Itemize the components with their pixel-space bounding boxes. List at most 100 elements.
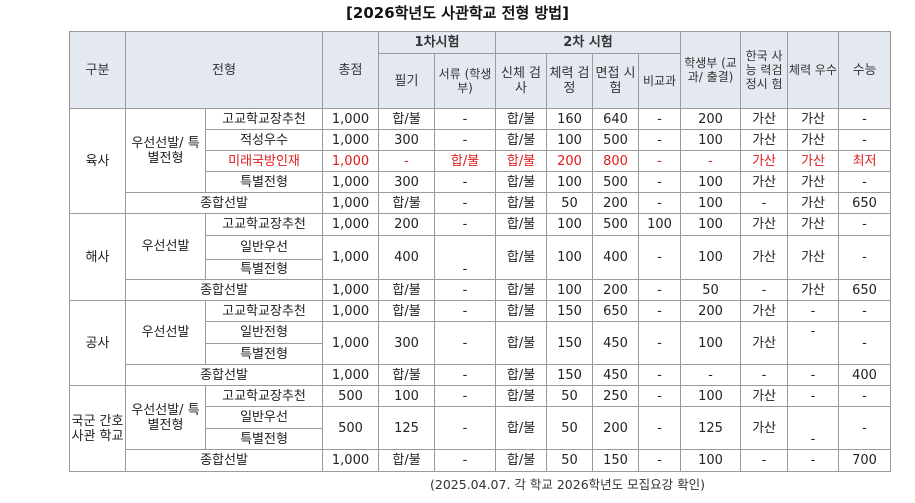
cell-seoryu: - bbox=[434, 213, 497, 236]
cell-pilgi: 합/불 bbox=[378, 108, 436, 130]
table-row: 적성우수 1,000 300 - 합/불 100 500 - 100 가산 가산… bbox=[70, 129, 892, 151]
header-pilgi: 필기 bbox=[378, 53, 436, 109]
cell-hanguk: 가산 bbox=[740, 235, 789, 280]
cell-sinche: 합/불 bbox=[495, 150, 548, 172]
cell-total: 1,000 bbox=[322, 279, 380, 301]
track-name: 일반우선 bbox=[204, 235, 324, 260]
cell-total: 1,000 bbox=[322, 449, 380, 472]
cell-sinche: 합/불 bbox=[495, 406, 548, 450]
cell-hanguk: 가산 bbox=[740, 213, 789, 236]
cell-suneung: - bbox=[838, 129, 892, 151]
header-cheryeok: 체력 검정 bbox=[546, 53, 594, 109]
cell-sinche: 합/불 bbox=[495, 108, 548, 130]
cell-suneung: - bbox=[838, 235, 892, 280]
cell-pilgi: 100 bbox=[378, 385, 436, 407]
cell-pilgi: 400 bbox=[378, 235, 436, 280]
cell-usu: 가산 bbox=[787, 235, 840, 280]
group-ganho: 국군 간호 사관 학교 bbox=[69, 385, 126, 472]
page-title: [2026학년도 사관학교 전형 방법] bbox=[346, 4, 569, 22]
cell-hak: 200 bbox=[680, 108, 742, 130]
cell-hak: 50 bbox=[680, 279, 742, 301]
cell-cheryeok: 150 bbox=[546, 300, 594, 322]
track-name: 고교학교장추천 bbox=[204, 300, 324, 322]
cell-hanguk: - bbox=[740, 279, 789, 301]
cell-total: 500 bbox=[322, 406, 380, 450]
cell-hak: 100 bbox=[680, 129, 742, 151]
cell-bigyo: - bbox=[638, 108, 682, 130]
cell-suneung: - bbox=[838, 406, 892, 450]
cell-usu: - bbox=[787, 364, 840, 386]
cell-hak: 100 bbox=[680, 385, 742, 407]
cell-sinche: 합/불 bbox=[495, 171, 548, 193]
cell-sinche: 합/불 bbox=[495, 385, 548, 407]
track-name: 고교학교장추천 bbox=[204, 385, 324, 407]
cell-usu: - bbox=[787, 321, 840, 365]
header-haksaengbu: 학생부 (교과/ 출결) bbox=[680, 31, 742, 109]
cell-cheryeok: 50 bbox=[546, 449, 594, 472]
cell-cheryeok: 160 bbox=[546, 108, 594, 130]
table-row: 공사 우선선발 고교학교장추천 1,000 합/불 - 합/불 150 650 … bbox=[69, 300, 892, 386]
cell-seoryu: - bbox=[434, 235, 497, 280]
cell-hanguk: 가산 bbox=[740, 321, 789, 365]
table-row: 해사 우선선발 고교학교장추천 1,000 200 - 합/불 100 500 … bbox=[69, 213, 892, 301]
track-name: 종합선발 bbox=[124, 449, 324, 472]
cell-pilgi: 300 bbox=[378, 129, 436, 151]
table-row: 종합선발 1,000 합/불 - 합/불 150 450 - - - - 400 bbox=[70, 364, 892, 386]
cell-total: 1,000 bbox=[322, 235, 380, 280]
cell-hak: - bbox=[680, 364, 742, 386]
cell-usu: 가산 bbox=[787, 150, 840, 172]
cell-cheryeok: 50 bbox=[546, 385, 594, 407]
table-row: 특별전형 bbox=[70, 428, 891, 450]
header-chongjeom: 총점 bbox=[322, 31, 380, 109]
cell-seoryu: - bbox=[434, 279, 497, 301]
cell-usu: 가산 bbox=[787, 192, 840, 214]
cell-suneung: 최저 bbox=[838, 150, 892, 172]
table-row: 특별전형 1,000 300 - 합/불 100 500 - 100 가산 가산… bbox=[70, 171, 892, 193]
subgroup-yuksa: 우선선발/ 특별전형 bbox=[125, 108, 206, 193]
cell-cheryeok: 150 bbox=[546, 321, 594, 365]
cell-seoryu: - bbox=[434, 192, 497, 214]
cell-cheryeok: 100 bbox=[546, 213, 594, 236]
cell-suneung: - bbox=[838, 321, 892, 365]
track-name: 특별전형 bbox=[204, 343, 324, 365]
cell-suneung: - bbox=[838, 213, 892, 236]
cell-total: 1,000 bbox=[322, 150, 380, 172]
cell-seoryu: - bbox=[434, 385, 497, 407]
cell-hanguk: 가산 bbox=[740, 150, 789, 172]
cell-pilgi: 합/불 bbox=[378, 279, 436, 301]
cell-pilgi: - bbox=[378, 150, 436, 172]
cell-pilgi: 합/불 bbox=[378, 300, 436, 322]
cell-usu: - bbox=[787, 385, 840, 407]
cell-hanguk: - bbox=[740, 449, 789, 472]
header-gubun: 구분 bbox=[69, 31, 126, 109]
header-suneung: 수능 bbox=[838, 31, 892, 109]
cell-myeonjeop: 400 bbox=[592, 235, 640, 280]
cell-seoryu: - bbox=[434, 171, 497, 193]
cell-pilgi: 합/불 bbox=[378, 364, 436, 386]
cell-seoryu: - bbox=[434, 108, 497, 130]
cell-cheryeok: 150 bbox=[546, 364, 594, 386]
cell-seoryu: - bbox=[434, 449, 497, 472]
header-hanguksa: 한국 사능 력검 정시 험 bbox=[740, 31, 789, 109]
cell-sinche: 합/불 bbox=[495, 364, 548, 386]
header-first-exam: 1차시험 bbox=[378, 31, 497, 54]
cell-total: 1,000 bbox=[322, 364, 380, 386]
cell-cheryeok: 50 bbox=[546, 192, 594, 214]
cell-pilgi: 200 bbox=[378, 213, 436, 236]
cell-bigyo: - bbox=[638, 406, 682, 450]
track-name: 특별전형 bbox=[204, 171, 324, 193]
cell-sinche: 합/불 bbox=[495, 129, 548, 151]
cell-hanguk: - bbox=[740, 192, 789, 214]
cell-suneung: 650 bbox=[838, 279, 892, 301]
table-row: 종합선발 1,000 합/불 - 합/불 50 200 - 100 - 가산 6… bbox=[70, 192, 892, 214]
cell-total: 1,000 bbox=[322, 108, 380, 130]
cell-bigyo: - bbox=[638, 171, 682, 193]
header-cheryeok-usu: 체력 우수 bbox=[787, 31, 840, 109]
track-name: 종합선발 bbox=[124, 192, 324, 214]
cell-pilgi: 합/불 bbox=[378, 449, 436, 472]
table-row: 육사 우선선발/ 특별전형 고교학교장추천 1,000 합/불 - 합/불 16… bbox=[69, 108, 892, 214]
cell-suneung: 650 bbox=[838, 192, 892, 214]
cell-usu: - bbox=[787, 406, 840, 450]
cell-bigyo: 100 bbox=[638, 213, 682, 236]
cell-total: 1,000 bbox=[322, 129, 380, 151]
